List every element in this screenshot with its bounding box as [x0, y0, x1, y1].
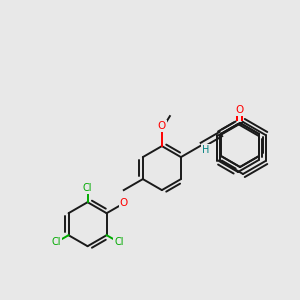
Text: Cl: Cl [52, 237, 61, 247]
Text: Cl: Cl [83, 183, 92, 193]
Text: O: O [158, 121, 166, 131]
Text: H: H [202, 145, 210, 155]
Text: O: O [236, 105, 244, 115]
Text: Cl: Cl [114, 237, 124, 247]
Text: O: O [236, 104, 244, 114]
Text: O: O [120, 198, 128, 208]
